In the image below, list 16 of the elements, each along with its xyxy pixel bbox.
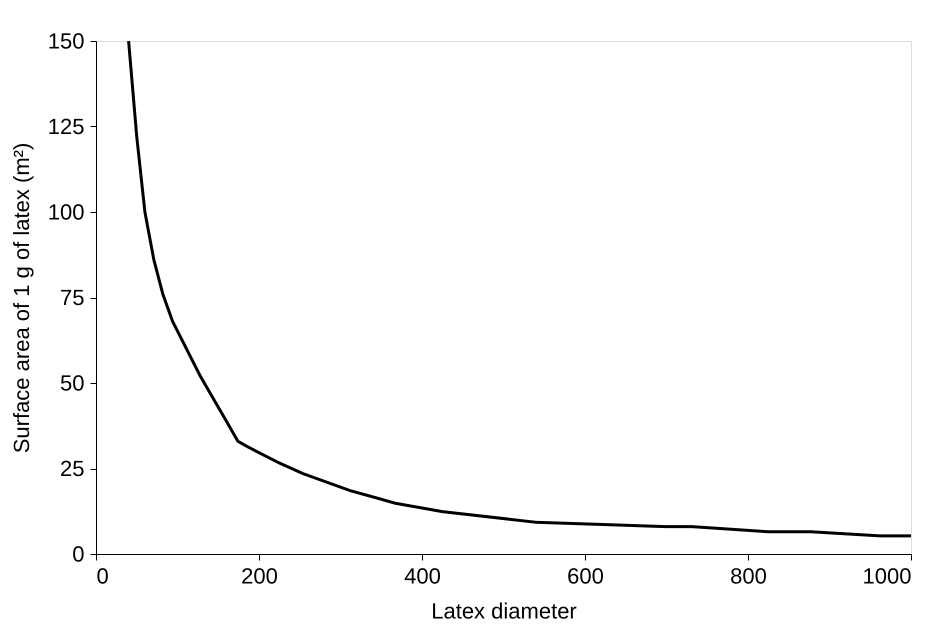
y-tick-label: 125 [48,114,84,139]
y-tick-label: 150 [48,28,84,54]
y-tick-label: 25 [60,456,84,481]
line-series [127,41,911,538]
x-tick-label: 800 [730,564,767,588]
x-tick-label: 1000 [862,564,912,588]
y-tick-label: 100 [48,200,84,224]
y-tick-label: 50 [60,370,84,396]
x-tick-label: 600 [567,564,604,588]
y-axis-title: Surface area of 1 g of latex (m²) [8,142,34,454]
x-tick-label: 400 [404,564,441,588]
x-tick-label: 200 [241,564,278,588]
x-axis-title: Latex diameter [431,598,577,624]
y-tick-label: 0 [72,542,84,566]
x-tick-label: 0 [96,564,109,588]
y-tick-label: 75 [60,285,84,310]
